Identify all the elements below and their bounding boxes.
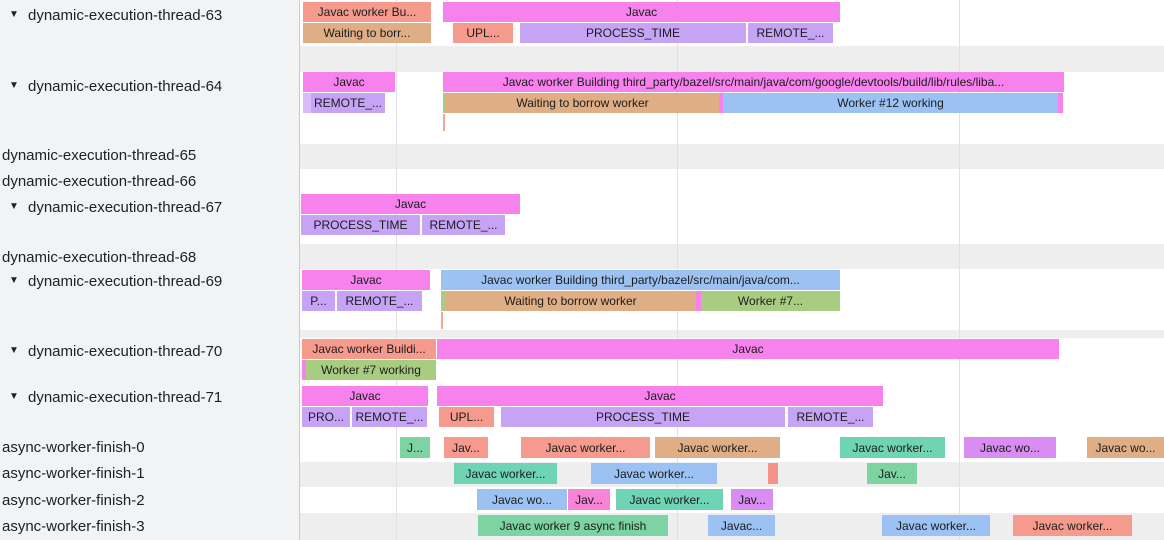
timeline-slice[interactable]: J... xyxy=(400,437,430,458)
track-label-row[interactable]: ▼ dynamic-execution-thread-63 xyxy=(0,4,299,26)
track-label-row[interactable]: ▼ dynamic-execution-thread-67 xyxy=(0,196,299,218)
expand-arrow-icon[interactable]: ▼ xyxy=(9,201,19,212)
track-label-row[interactable]: ▼ dynamic-execution-thread-71 xyxy=(0,386,299,408)
timeline-slice[interactable]: Javac worker... xyxy=(591,463,717,484)
track-background-band xyxy=(300,46,1164,72)
instant-event-marker xyxy=(441,312,443,329)
track-label-row[interactable]: ▼ dynamic-execution-thread-64 xyxy=(0,75,299,97)
track-name-label: dynamic-execution-thread-66 xyxy=(2,172,197,190)
track-background-band xyxy=(300,462,1164,487)
timeline-slice[interactable]: PRO... xyxy=(302,407,350,427)
timeline-slice[interactable]: UPL... xyxy=(453,23,513,43)
timeline-slice[interactable]: Javac wo... xyxy=(1087,437,1164,458)
timeline-slice[interactable] xyxy=(1058,93,1063,113)
timeline-slice[interactable]: Jav... xyxy=(568,489,610,510)
expand-arrow-icon[interactable]: ▼ xyxy=(9,275,19,286)
track-name-label: dynamic-execution-thread-63 xyxy=(28,6,223,24)
timeline-slice[interactable]: Javac xyxy=(443,2,840,22)
timeline-slice[interactable]: Javac worker 9 async finish xyxy=(478,515,668,536)
track-name-label: dynamic-execution-thread-64 xyxy=(28,77,223,95)
timeline-slice[interactable]: REMOTE_... xyxy=(337,291,422,311)
timeline-slice[interactable]: REMOTE_... xyxy=(311,93,385,113)
timeline-slice[interactable]: Javac worker... xyxy=(882,515,990,536)
timeline-slice[interactable]: Javac worker Building third_party/bazel/… xyxy=(441,270,840,290)
track-label-row[interactable]: async-worker-finish-1 xyxy=(0,462,299,484)
track-name-label: dynamic-execution-thread-71 xyxy=(28,388,223,406)
track-name-label: dynamic-execution-thread-69 xyxy=(28,272,223,290)
track-name-label: dynamic-execution-thread-67 xyxy=(28,198,223,216)
time-gridline xyxy=(959,0,960,540)
timeline-slice[interactable]: Waiting to borrow worker xyxy=(446,93,719,113)
timeline-slice[interactable]: Javac xyxy=(302,386,428,406)
track-label-row[interactable]: dynamic-execution-thread-66 xyxy=(0,170,299,192)
timeline-slice[interactable]: Waiting to borrow worker xyxy=(445,291,696,311)
timeline-slice[interactable]: Javac worker Buildi... xyxy=(302,339,436,359)
timeline-slice[interactable]: Javac xyxy=(437,386,883,406)
timeline-slice[interactable]: Jav... xyxy=(444,437,488,458)
track-label-row[interactable]: async-worker-finish-2 xyxy=(0,489,299,511)
timeline-slice[interactable]: Javac worker... xyxy=(616,489,723,510)
track-label-row[interactable]: ▼ dynamic-execution-thread-69 xyxy=(0,270,299,292)
timeline-slice[interactable] xyxy=(443,93,447,113)
track-name-label: async-worker-finish-3 xyxy=(2,517,145,535)
timeline-slice[interactable]: P... xyxy=(302,291,335,311)
track-name-label: dynamic-execution-thread-70 xyxy=(28,342,223,360)
track-background-band xyxy=(300,330,1164,338)
expand-arrow-icon[interactable]: ▼ xyxy=(9,391,19,402)
track-background-band xyxy=(300,144,1164,169)
timeline-slice[interactable]: REMOTE_... xyxy=(748,23,833,43)
track-name-label: async-worker-finish-0 xyxy=(2,438,145,456)
timeline-slice[interactable]: Javac worker... xyxy=(655,437,780,458)
timeline-slice[interactable]: Javac wo... xyxy=(477,489,567,510)
timeline-slice[interactable]: Javac worker Building third_party/bazel/… xyxy=(443,72,1064,92)
timeline-slice[interactable]: REMOTE_... xyxy=(788,407,873,427)
track-label-row[interactable]: async-worker-finish-0 xyxy=(0,436,299,458)
expand-arrow-icon[interactable]: ▼ xyxy=(9,80,19,91)
timeline-slice[interactable] xyxy=(303,93,311,113)
track-label-row[interactable]: ▼ dynamic-execution-thread-70 xyxy=(0,340,299,362)
track-label-row[interactable]: dynamic-execution-thread-68 xyxy=(0,246,299,268)
timeline-slice[interactable]: UPL... xyxy=(439,407,494,427)
timeline-slice[interactable]: Waiting to borr... xyxy=(303,23,431,43)
timeline-slice[interactable] xyxy=(696,291,701,311)
timeline-slice[interactable]: Jav... xyxy=(731,489,773,510)
timeline-slice[interactable]: Javac xyxy=(437,339,1059,359)
timeline-slice[interactable]: Jav... xyxy=(867,463,917,484)
timeline-slice[interactable]: Javac wo... xyxy=(964,437,1056,458)
timeline-slice[interactable]: Worker #7... xyxy=(701,291,840,311)
track-name-label: dynamic-execution-thread-65 xyxy=(2,146,197,164)
timeline-slice[interactable]: Javac xyxy=(302,270,430,290)
timeline-slice[interactable]: REMOTE_... xyxy=(422,215,505,235)
timeline-slice[interactable]: Javac worker... xyxy=(454,463,557,484)
track-name-sidebar: ▼ dynamic-execution-thread-63 ▼ dynamic-exe… xyxy=(0,0,300,540)
timeline-slice[interactable]: Javac xyxy=(303,72,395,92)
timeline-slice[interactable]: PROCESS_TIME xyxy=(520,23,746,43)
timeline-slice[interactable]: Worker #7 working xyxy=(306,360,436,380)
timeline-slice[interactable]: Javac... xyxy=(708,515,775,536)
track-background-band xyxy=(300,244,1164,269)
track-name-label: dynamic-execution-thread-68 xyxy=(2,248,197,266)
timeline-slice[interactable]: PROCESS_TIME xyxy=(301,215,420,235)
timeline-slice[interactable]: PROCESS_TIME xyxy=(501,407,785,427)
timeline-slice[interactable]: Javac worker Bu... xyxy=(303,2,431,22)
timeline-slice[interactable] xyxy=(719,93,723,113)
timeline-slice[interactable] xyxy=(768,463,778,484)
track-name-label: async-worker-finish-2 xyxy=(2,491,145,509)
track-label-row[interactable]: dynamic-execution-thread-65 xyxy=(0,144,299,166)
timeline-slice[interactable] xyxy=(302,360,306,380)
instant-event-marker xyxy=(443,114,445,131)
timeline-slice[interactable]: Javac xyxy=(301,194,520,214)
timeline-slice[interactable] xyxy=(441,291,445,311)
timeline-slice[interactable]: Javac worker... xyxy=(521,437,650,458)
timeline-slice[interactable]: Worker #12 working xyxy=(723,93,1058,113)
timeline-slice[interactable]: REMOTE_... xyxy=(352,407,427,427)
timeline-slice[interactable]: Javac worker... xyxy=(1013,515,1132,536)
track-label-row[interactable]: async-worker-finish-3 xyxy=(0,515,299,537)
expand-arrow-icon[interactable]: ▼ xyxy=(9,345,19,356)
expand-arrow-icon[interactable]: ▼ xyxy=(9,9,19,20)
timeline-slice[interactable]: Javac worker... xyxy=(840,437,945,458)
track-name-label: async-worker-finish-1 xyxy=(2,464,145,482)
